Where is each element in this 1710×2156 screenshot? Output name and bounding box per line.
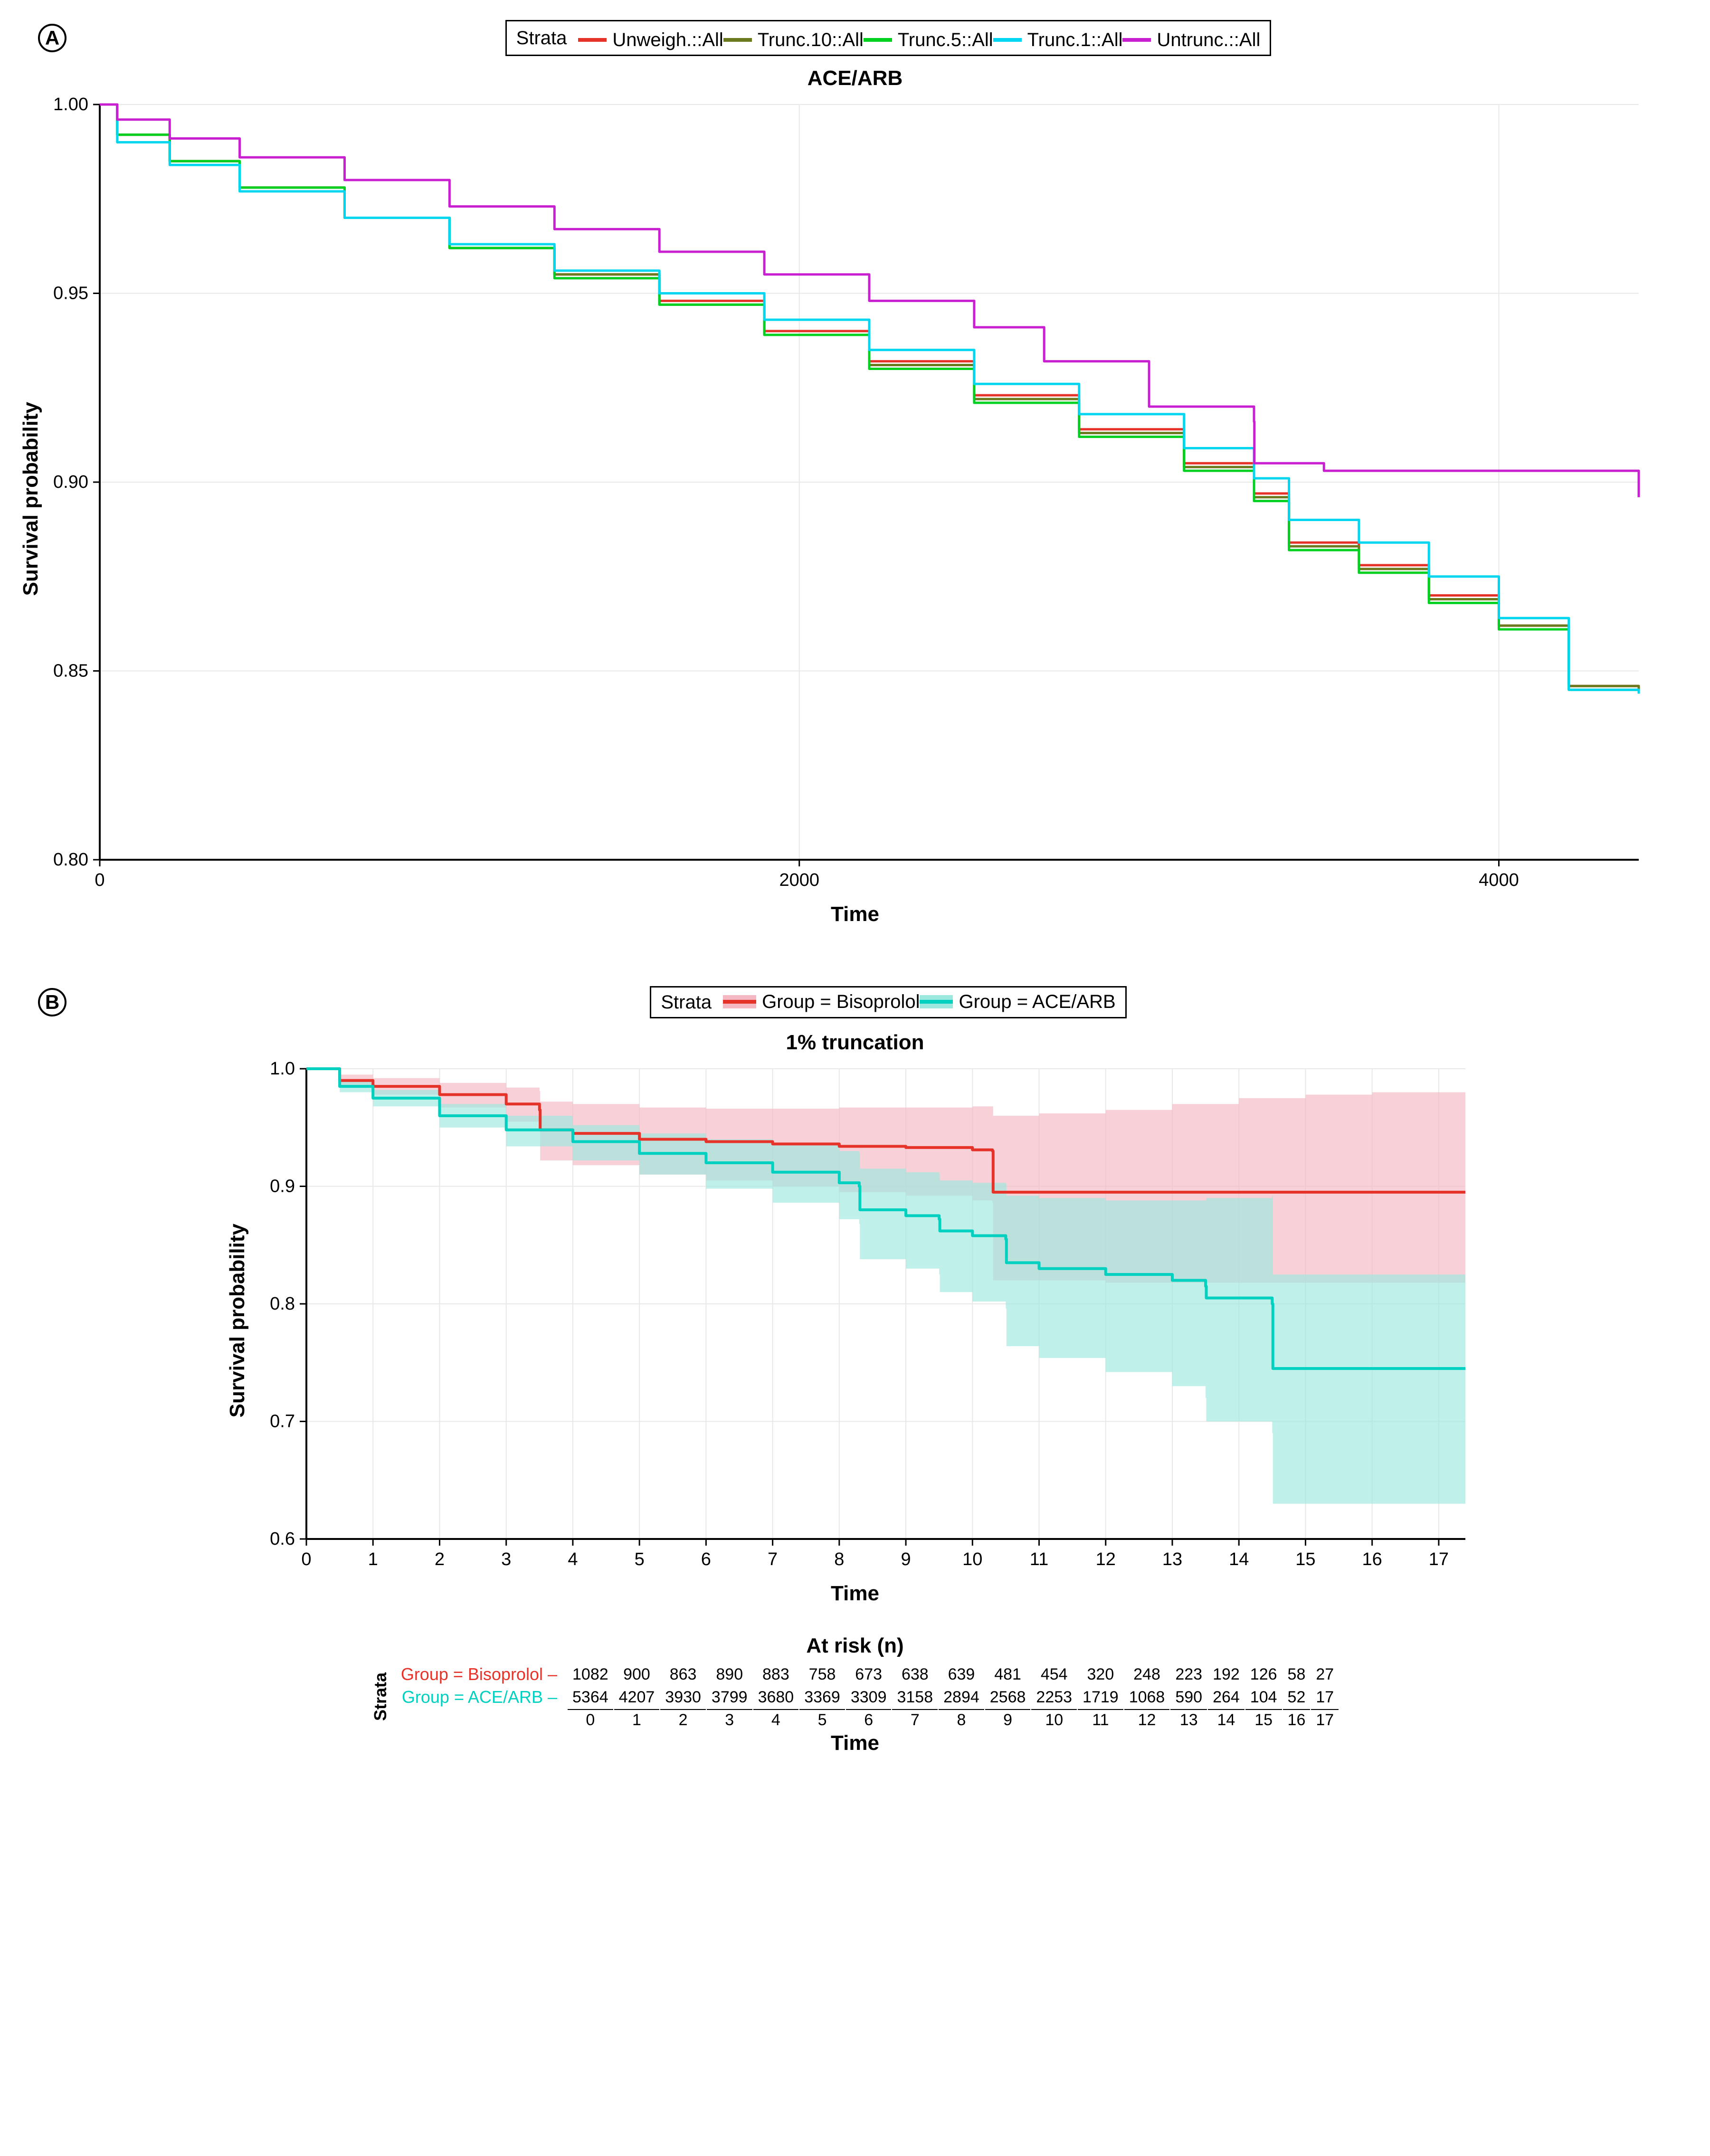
svg-text:7: 7 [768,1549,778,1569]
panel-b-legend: Strata Group = BisoprololGroup = ACE/ARB [650,986,1126,1019]
legend-item: Untrunc.::All [1122,29,1260,51]
svg-text:2: 2 [435,1549,445,1569]
legend-item: Trunc.1::All [993,29,1123,51]
panel-a-xlabel: Time [19,902,1691,926]
svg-text:8: 8 [834,1549,844,1569]
svg-text:11: 11 [1030,1549,1048,1569]
svg-text:1.0: 1.0 [270,1059,295,1079]
svg-text:6: 6 [701,1549,711,1569]
svg-text:0: 0 [95,870,104,890]
panel-b-title: 1% truncation [19,1031,1691,1054]
svg-text:0.85: 0.85 [53,661,88,681]
svg-text:1.00: 1.00 [53,95,88,114]
panel-a-ylabel: Survival probability [19,402,43,596]
panel-a-legend: Strata Unweigh.::AllTrunc.10::AllTrunc.5… [505,20,1272,56]
svg-text:0: 0 [301,1549,311,1569]
risk-strata-label: Strata [370,1672,390,1721]
risk-row: Group = Bisoprolol –10829008638908837586… [396,1663,1339,1685]
panel-a-label: A [38,24,66,52]
risk-table: Group = Bisoprolol –10829008638908837586… [395,1662,1340,1731]
risk-row: Group = ACE/ARB –53644207393037993680336… [396,1686,1339,1708]
panel-b-label: B [38,988,66,1016]
legend-title: Strata [516,28,567,49]
risk-table-title: At risk (n) [19,1634,1691,1658]
legend-item: Group = Bisoprolol [723,991,920,1013]
svg-text:0.9: 0.9 [270,1177,295,1197]
legend-item: Trunc.10::All [723,29,864,51]
panel-b: B Strata Group = BisoprololGroup = ACE/A… [19,983,1691,1755]
panel-b-xlabel: Time [19,1582,1691,1605]
svg-text:0.7: 0.7 [270,1412,295,1432]
legend-item: Group = ACE/ARB [920,991,1115,1013]
svg-text:14: 14 [1229,1549,1249,1569]
legend-title: Strata [661,992,712,1013]
svg-text:13: 13 [1162,1549,1182,1569]
panel-a-chart: 0 2000 4000 0.80 0.85 0.90 0.95 1.00 [43,95,1658,902]
svg-text:4000: 4000 [1479,870,1519,890]
svg-text:4: 4 [568,1549,578,1569]
risk-table-xlabel: Time [19,1731,1691,1755]
legend-item: Trunc.5::All [864,29,993,51]
svg-text:0.8: 0.8 [270,1294,295,1314]
legend-item: Unweigh.::All [578,29,723,51]
svg-text:3: 3 [501,1549,511,1569]
panel-b-chart: 012345678910111213141516170.60.70.80.91.… [249,1059,1484,1582]
svg-text:17: 17 [1429,1549,1449,1569]
panel-b-ylabel: Survival probability [226,1224,249,1417]
svg-text:12: 12 [1096,1549,1116,1569]
svg-text:0.90: 0.90 [53,472,88,492]
panel-a: A Strata Unweigh.::AllTrunc.10::AllTrunc… [19,19,1691,926]
svg-text:1: 1 [368,1549,378,1569]
svg-text:0.80: 0.80 [53,850,88,870]
svg-text:0.95: 0.95 [53,284,88,304]
svg-text:15: 15 [1295,1549,1315,1569]
svg-text:9: 9 [901,1549,911,1569]
panel-a-title: ACE/ARB [19,66,1691,90]
svg-text:2000: 2000 [779,870,819,890]
svg-text:0.6: 0.6 [270,1529,295,1549]
svg-text:10: 10 [962,1549,982,1569]
svg-text:16: 16 [1362,1549,1382,1569]
svg-text:5: 5 [635,1549,645,1569]
